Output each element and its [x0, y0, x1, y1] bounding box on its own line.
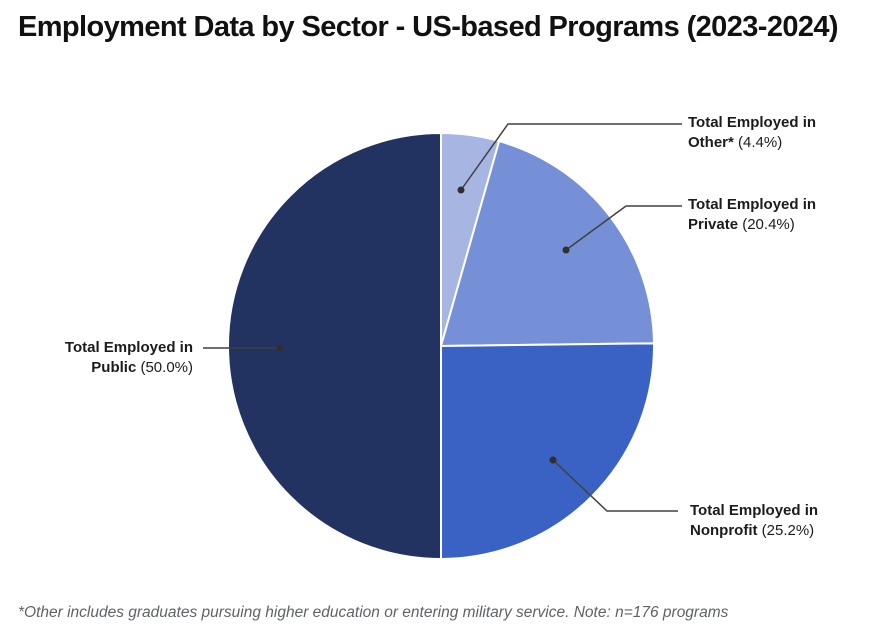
pie [227, 132, 655, 560]
slice-label-nonprofit: Total Employed in Nonprofit (25.2%) [690, 501, 842, 540]
slice-label-nonprofit-name: Total Employed in Nonprofit [690, 502, 819, 539]
leader-line-private [565, 205, 682, 251]
slice-label-public-name: Total Employed in Public [64, 339, 193, 376]
pie-slice-private [440, 140, 655, 347]
slice-label-public-pct: (50.0%) [140, 358, 193, 376]
callout-dot-nonprofit [549, 456, 557, 464]
chart-footnote: *Other includes graduates pursuing highe… [18, 604, 729, 621]
pie-slice-nonprofit [440, 342, 655, 560]
pie-slice-public [227, 132, 442, 560]
callout-dots [276, 186, 570, 464]
slice-label-other-name: Total Employed in Other* [688, 114, 817, 151]
chart-title: Employment Data by Sector - US-based Pro… [18, 11, 839, 43]
slice-label-other-pct: (4.4%) [738, 133, 783, 151]
callout-dot-private [562, 246, 570, 254]
slice-label-private: Total Employed in Private (20.4%) [688, 195, 840, 234]
slice-label-nonprofit-pct: (25.2%) [761, 521, 815, 539]
leader-line-other [460, 123, 682, 191]
callout-leaders [203, 123, 682, 512]
slice-label-private-pct: (20.4%) [742, 215, 795, 233]
slice-label-public: Total Employed in Public (50.0%) [17, 338, 193, 377]
leader-line-nonprofit [552, 459, 678, 512]
callout-dot-other [457, 186, 465, 194]
slice-label-private-name: Total Employed in Private [688, 196, 817, 233]
slice-label-other: Total Employed in Other* (4.4%) [688, 113, 840, 152]
callout-dot-public [276, 344, 284, 352]
